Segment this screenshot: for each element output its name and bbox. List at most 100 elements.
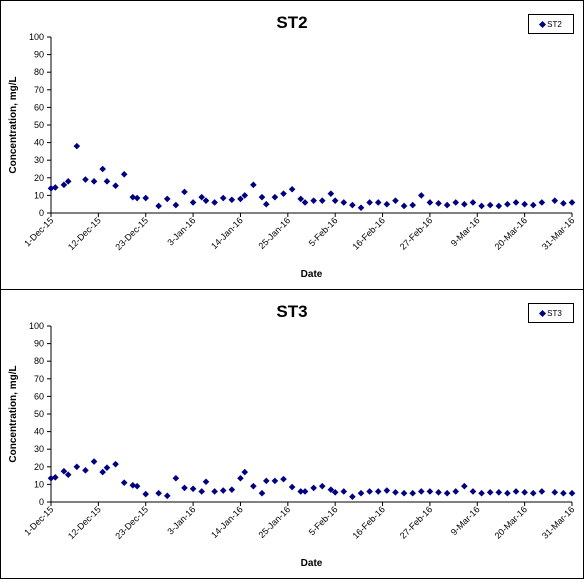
data-point: [60, 467, 68, 475]
legend-label: ST3: [547, 308, 562, 318]
x-tick-label: 20-Mar-16: [493, 215, 529, 251]
x-tick-label: 12-Dec-15: [66, 215, 103, 252]
data-point: [90, 178, 98, 185]
x-tick-label: 25-Jan-16: [257, 215, 293, 251]
data-point: [99, 468, 106, 476]
x-tick-label: 9-Mar-16: [449, 504, 482, 537]
data-point: [280, 190, 287, 197]
x-tick-label: 3-Jan-16: [165, 504, 197, 536]
y-tick-label: 100: [29, 32, 44, 42]
x-tick-label: 14-Jan-16: [209, 215, 245, 251]
data-point: [310, 484, 317, 492]
data-point: [495, 202, 503, 210]
data-point: [133, 482, 141, 490]
x-tick-label: 5-Feb-16: [307, 504, 340, 537]
data-point: [202, 197, 210, 204]
data-point: [374, 199, 382, 206]
data-point: [219, 194, 227, 202]
chart-title: ST3: [276, 302, 308, 321]
data-point: [461, 200, 468, 208]
data-point: [461, 482, 468, 490]
data-point: [426, 199, 434, 206]
data-point: [504, 200, 511, 208]
y-tick-label: 50: [34, 409, 44, 419]
data-point: [103, 464, 111, 471]
data-point: [310, 197, 317, 204]
data-point: [103, 178, 111, 185]
x-tick-label: 23-Dec-15: [113, 504, 150, 541]
scatter-plot: 0 10 20 30 40 50 60 70 80 90 100 1-Dec-15 12-Dec-15 2…: [8, 321, 576, 569]
y-tick-label: 90: [34, 339, 44, 349]
chart-title: ST2: [276, 13, 308, 32]
data-point: [288, 185, 296, 193]
data-point: [52, 184, 59, 191]
data-point: [383, 200, 391, 208]
data-point: [228, 196, 236, 204]
data-point: [340, 199, 348, 206]
data-point: [383, 487, 391, 494]
y-tick-label: 50: [34, 120, 44, 130]
data-point: [172, 201, 180, 209]
data-point: [258, 193, 266, 201]
data-point: [142, 490, 150, 498]
data-point: [271, 477, 279, 485]
data-point: [417, 488, 425, 495]
y-tick-label: 100: [29, 321, 44, 331]
data-point: [129, 193, 137, 201]
data-point: [374, 488, 382, 495]
y-tick-label: 70: [34, 85, 44, 95]
x-tick-label: 31-Mar-16: [540, 215, 576, 251]
data-point: [443, 201, 451, 209]
data-point: [241, 192, 249, 199]
data-point: [82, 467, 89, 474]
data-point: [478, 489, 485, 497]
y-tick-label: 40: [34, 138, 44, 148]
x-tick-label: 23-Dec-15: [113, 215, 150, 252]
data-point: [392, 197, 399, 204]
data-point: [426, 488, 434, 495]
x-tick-label: 14-Jan-16: [209, 504, 245, 540]
data-point: [529, 489, 537, 497]
chart-panel-st2: ST2 ST2 0 10 20 30 40 50 60 70 80 90 100 1-Dec-15 12…: [0, 0, 584, 290]
data-point: [331, 197, 339, 204]
data-point: [64, 178, 72, 185]
data-point: [400, 489, 408, 497]
data-point: [521, 200, 528, 208]
data-point: [538, 199, 546, 206]
data-point: [568, 489, 576, 497]
data-point: [202, 478, 210, 486]
legend: ST3: [528, 303, 574, 323]
x-tick-label: 12-Dec-15: [66, 504, 103, 541]
data-point: [435, 200, 442, 207]
data-point: [47, 185, 55, 192]
data-point: [417, 192, 425, 199]
data-point: [357, 489, 365, 497]
data-point: [409, 201, 416, 209]
y-tick-label: 0: [39, 497, 44, 507]
data-point: [172, 474, 180, 482]
chart-panel-st3: ST3 ST3 0 10 20 30 40 50 60 70 80 90 100 1-Dec-15 12…: [0, 289, 584, 579]
data-point: [280, 475, 287, 483]
x-tick-label: 27-Feb-16: [398, 504, 434, 540]
x-tick-label: 31-Mar-16: [540, 504, 576, 540]
data-point: [288, 483, 296, 491]
data-point: [560, 489, 567, 497]
data-point: [478, 202, 485, 210]
x-tick-label: 3-Jan-16: [165, 215, 197, 247]
y-tick-label: 10: [34, 190, 44, 200]
data-point: [409, 489, 416, 497]
legend-label: ST2: [547, 19, 562, 29]
x-axis-title: Date: [301, 558, 323, 569]
data-point: [219, 487, 227, 494]
data-point: [357, 204, 365, 212]
data-point: [198, 488, 206, 495]
data-point: [198, 193, 206, 201]
x-tick-label: 20-Mar-16: [493, 504, 529, 540]
data-point: [551, 489, 559, 496]
data-point: [258, 489, 266, 497]
legend: ST2: [528, 14, 574, 34]
data-point: [551, 197, 559, 204]
data-point: [349, 201, 356, 209]
data-point: [120, 479, 128, 486]
data-point: [504, 489, 511, 497]
